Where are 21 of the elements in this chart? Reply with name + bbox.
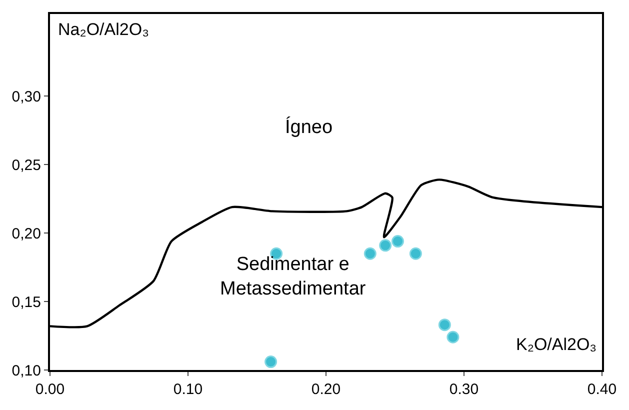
x-tick-label: 0.20: [311, 381, 341, 398]
x-tick-label: 0.00: [35, 381, 65, 398]
annotation: Sedimentar e Metassedimentar: [220, 254, 366, 300]
x-tick-label: 0.30: [449, 381, 479, 398]
x-axis-title: K₂O/Al2O₃: [516, 335, 597, 354]
x-tick-label: 0.40: [587, 381, 617, 398]
point: [438, 318, 451, 332]
y-tick-label: 0,15: [12, 294, 41, 311]
y-tick-label: 0,25: [12, 156, 41, 174]
y-tick-label: 0,10: [12, 362, 41, 380]
y-tick-label: 0,30: [12, 88, 41, 106]
point: [409, 247, 422, 260]
annotation: Ígneo: [285, 116, 333, 138]
point: [264, 356, 278, 368]
y-axis-title: Na₂O/Al2O₃: [58, 20, 149, 39]
point: [379, 239, 392, 252]
y-tick-label: 0,20: [12, 225, 41, 242]
x-tick-label: 0.10: [173, 381, 203, 398]
point: [364, 247, 376, 260]
point: [392, 235, 404, 248]
point: [446, 330, 460, 344]
